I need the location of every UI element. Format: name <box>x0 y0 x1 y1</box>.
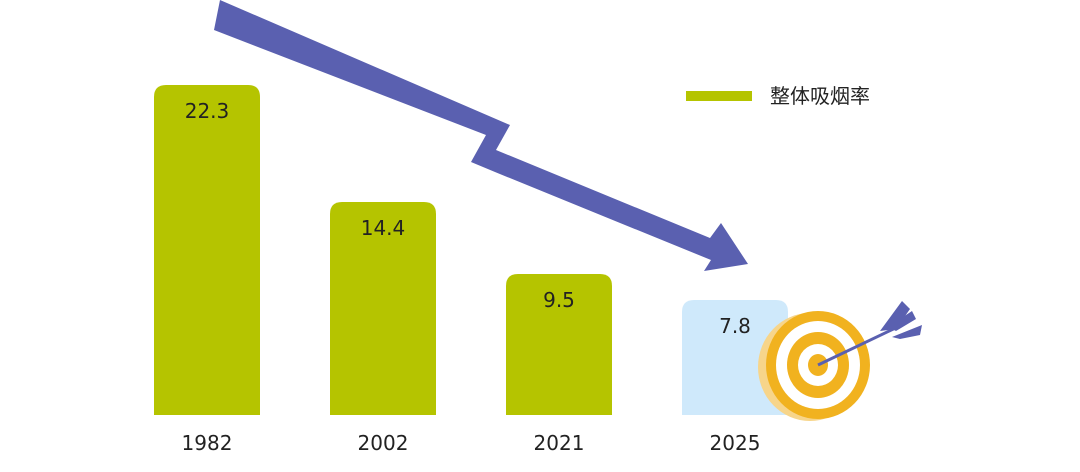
x-tick-label-2021: 2021 <box>534 431 585 455</box>
bar-2021 <box>506 274 612 415</box>
bar-value-label-2002: 14.4 <box>361 216 406 240</box>
legend: 整体吸烟率 <box>686 84 870 108</box>
x-tick-label-1982: 1982 <box>182 431 233 455</box>
bar-1982 <box>154 85 260 415</box>
bars-group: 22.3 1982 14.4 2002 9.5 2021 7.8 2025 <box>154 85 788 455</box>
bar-value-label-2025: 7.8 <box>719 314 751 338</box>
bar-value-label-2021: 9.5 <box>543 288 575 312</box>
x-tick-label-2002: 2002 <box>358 431 409 455</box>
legend-label: 整体吸烟率 <box>770 84 870 108</box>
legend-swatch <box>686 91 752 101</box>
target-icon <box>758 301 922 421</box>
bar-value-label-1982: 22.3 <box>185 99 230 123</box>
x-tick-label-2025: 2025 <box>710 431 761 455</box>
down-arrow-icon <box>214 0 748 271</box>
bar-2002 <box>330 202 436 415</box>
